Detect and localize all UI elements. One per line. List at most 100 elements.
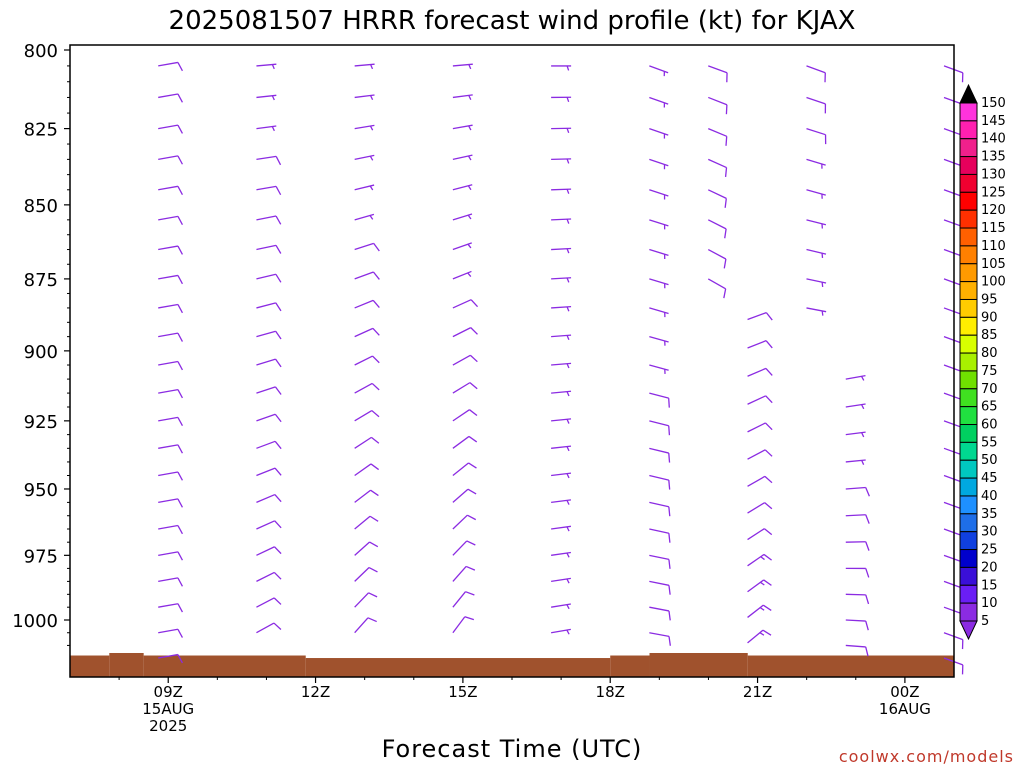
wind-barb (256, 273, 282, 283)
wind-barb (256, 546, 282, 556)
wind-barb (649, 127, 669, 139)
barb-feather (865, 568, 870, 578)
wind-barb (806, 307, 827, 316)
barb-feather (865, 541, 870, 551)
barb-feather (177, 417, 184, 427)
colorbar-label: 110 (981, 239, 1006, 254)
wind-barb (649, 580, 671, 595)
wind-barb (551, 334, 572, 341)
colorbar-swatch (959, 566, 978, 586)
wind-barb (256, 125, 277, 132)
colorbar-label: 145 (981, 114, 1006, 129)
barb-feather (371, 410, 380, 418)
barb-half-feather (370, 64, 374, 70)
colorbar-label: 20 (981, 560, 998, 575)
colorbar-label: 85 (981, 328, 998, 343)
barb-shaft (354, 592, 370, 608)
barb-half-feather (566, 306, 570, 312)
wind-barb (158, 498, 184, 508)
barb-feather (668, 453, 671, 463)
barb-shaft (649, 474, 669, 481)
wind-barb (806, 189, 826, 199)
wind-barb (649, 554, 671, 569)
wind-barb (747, 422, 773, 433)
wind-barb (747, 475, 773, 487)
barb-feather (765, 395, 773, 404)
barb-shaft (551, 188, 572, 191)
colorbar-label: 5 (981, 614, 989, 629)
y-tick-label: 925 (24, 412, 58, 433)
wind-barb (747, 367, 773, 377)
barb-half-feather (271, 64, 275, 70)
barb-shaft (708, 158, 727, 169)
colorbar-label: 130 (981, 167, 1006, 182)
wind-barb (354, 299, 380, 309)
barb-shaft (158, 360, 179, 366)
barb-shaft (452, 591, 467, 608)
barb-half-feather (369, 125, 374, 131)
barb-feather (371, 436, 380, 444)
wind-barb (708, 158, 728, 178)
wind-barb (354, 541, 379, 556)
barb-feather (372, 299, 380, 308)
barb-shaft (354, 410, 373, 422)
colorbar-label: 25 (981, 543, 998, 558)
barb-shaft (354, 355, 373, 366)
barb-shaft (452, 327, 472, 338)
barb-feather (177, 62, 184, 72)
wind-barb (707, 248, 727, 269)
terrain-block (610, 655, 650, 677)
barb-feather (273, 597, 282, 605)
wind-barb (551, 418, 572, 424)
barb-shaft (256, 302, 276, 309)
wind-barb (354, 213, 375, 221)
barb-shaft (256, 440, 276, 449)
wind-barb (158, 274, 184, 285)
barb-feather (765, 312, 773, 321)
barb-shaft (158, 245, 179, 251)
wind-barb (845, 459, 866, 465)
credit-link[interactable]: coolwx.com/models (839, 747, 1014, 766)
colorbar-label: 60 (981, 418, 998, 433)
wind-barb (256, 330, 282, 340)
wind-barbs-layer (158, 61, 964, 675)
barb-feather (464, 616, 475, 621)
barb-shaft (256, 386, 276, 394)
wind-barb (806, 127, 827, 145)
wind-barb (806, 219, 827, 229)
y-tick-label: 800 (24, 41, 58, 62)
barb-shaft (452, 488, 469, 503)
x-tick-label: 2025 (149, 717, 187, 735)
colorbar-label: 30 (981, 525, 998, 540)
barb-feather (470, 299, 479, 308)
barb-shaft (452, 462, 469, 477)
barb-shaft (158, 388, 179, 394)
barb-feather (273, 572, 282, 580)
barb-half-feather (566, 65, 570, 71)
barb-shaft (256, 493, 276, 503)
barb-half-feather (566, 446, 570, 452)
barb-shaft (158, 653, 179, 659)
wind-barb (256, 215, 282, 225)
wind-barb (551, 277, 572, 283)
wind-barb (256, 440, 282, 450)
colorbar-swatch (959, 424, 978, 443)
barb-shaft (649, 528, 670, 534)
wind-barb (551, 158, 572, 164)
barb-shaft (452, 514, 468, 530)
barb-feather (668, 610, 671, 621)
barb-feather (177, 304, 184, 314)
wind-barb (551, 127, 572, 134)
barb-half-feather (566, 158, 570, 164)
wind-barb (158, 471, 184, 481)
wind-barb (354, 463, 380, 477)
barb-feather (177, 93, 184, 103)
wind-barb (551, 551, 572, 558)
barb-shaft (354, 489, 371, 503)
barb-feather (177, 124, 184, 134)
wind-barb (649, 219, 669, 230)
barb-feather (275, 302, 282, 312)
barb-shaft (158, 274, 179, 280)
barb-feather (668, 636, 671, 646)
barb-feather (370, 489, 379, 497)
